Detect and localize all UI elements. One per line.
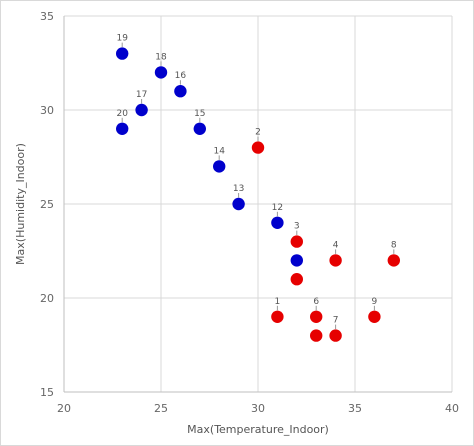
- data-point[interactable]: [290, 235, 303, 248]
- data-point[interactable]: [116, 47, 129, 60]
- data-point[interactable]: [271, 310, 284, 323]
- data-label: 19: [116, 34, 128, 44]
- x-tick-label: 35: [348, 402, 362, 415]
- x-tick-label: 30: [251, 402, 265, 415]
- data-point[interactable]: [193, 122, 206, 135]
- grid-lines: [64, 15, 453, 392]
- data-label: 8: [391, 240, 397, 250]
- axes: [63, 16, 452, 393]
- data-point[interactable]: [135, 103, 148, 117]
- y-axis-title: Max(Humidity_Indoor): [14, 143, 27, 265]
- y-axis-ticks: 15 20 25 30 35: [40, 10, 54, 399]
- data-point[interactable]: [368, 310, 381, 323]
- data-label: 13: [233, 184, 244, 194]
- data-point[interactable]: [116, 122, 129, 135]
- data-label: 1: [275, 297, 281, 307]
- data-label: 6: [313, 297, 319, 307]
- data-label: 4: [333, 240, 339, 250]
- data-label: 14: [213, 146, 225, 156]
- data-label: 17: [136, 90, 147, 100]
- x-tick-label: 25: [154, 402, 168, 415]
- y-tick-label: 35: [40, 10, 54, 23]
- data-label: 16: [175, 71, 187, 81]
- data-label: 15: [194, 109, 205, 119]
- y-tick-label: 25: [40, 198, 54, 211]
- data-point[interactable]: [310, 310, 323, 323]
- x-axis-title: Max(Temperature_Indoor): [187, 423, 329, 436]
- data-point[interactable]: [271, 216, 284, 229]
- y-tick-label: 30: [40, 104, 54, 117]
- data-label: 2: [255, 128, 261, 138]
- data-point[interactable]: [290, 254, 303, 267]
- data-point[interactable]: [329, 254, 342, 267]
- data-point[interactable]: [251, 141, 265, 154]
- data-label: 9: [372, 297, 378, 307]
- data-point[interactable]: [232, 197, 245, 211]
- data-point[interactable]: [387, 254, 400, 267]
- data-label: 3: [294, 222, 300, 232]
- y-tick-label: 20: [40, 292, 54, 305]
- data-point[interactable]: [329, 329, 342, 342]
- data-point[interactable]: [174, 85, 187, 98]
- data-point[interactable]: [290, 273, 303, 286]
- x-tick-label: 40: [445, 402, 459, 415]
- x-tick-label: 20: [57, 402, 71, 415]
- data-label: 18: [155, 52, 167, 62]
- x-axis-ticks: 20 25 30 35 40: [57, 402, 459, 415]
- data-label: 20: [116, 109, 128, 119]
- y-tick-label: 15: [40, 386, 54, 399]
- data-point[interactable]: [310, 329, 323, 342]
- data-point[interactable]: [213, 160, 226, 173]
- data-label: 7: [333, 316, 339, 326]
- data-label: 12: [272, 203, 283, 213]
- data-point[interactable]: [154, 66, 168, 79]
